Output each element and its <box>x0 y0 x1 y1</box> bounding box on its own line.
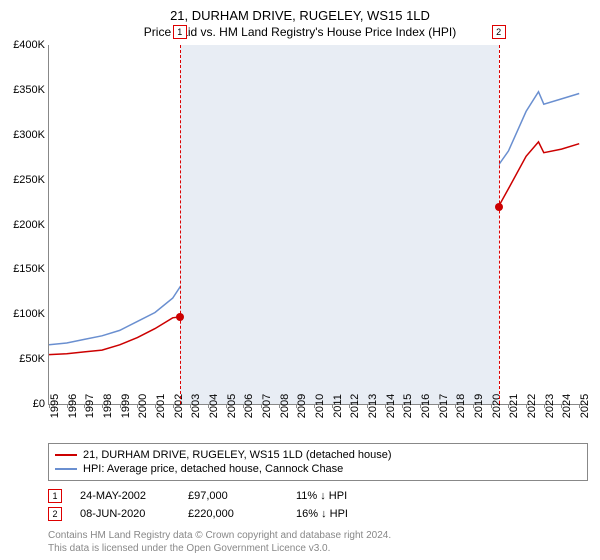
x-axis-label: 1997 <box>84 394 96 418</box>
x-axis-label: 2004 <box>208 394 220 418</box>
y-axis-label: £350K <box>13 84 45 96</box>
x-axis-label: 2022 <box>526 394 538 418</box>
x-axis-label: 2025 <box>579 394 591 418</box>
x-axis-label: 2021 <box>508 394 520 418</box>
x-axis-label: 2002 <box>173 394 185 418</box>
y-axis-label: £50K <box>19 353 45 365</box>
y-axis-label: £0 <box>33 398 45 410</box>
y-axis-label: £400K <box>13 39 45 51</box>
x-axis-label: 1998 <box>102 394 114 418</box>
x-axis-label: 2008 <box>279 394 291 418</box>
x-axis-label: 2005 <box>226 394 238 418</box>
chart-subtitle: Price paid vs. HM Land Registry's House … <box>0 23 600 45</box>
entry-row: 2 08-JUN-2020 £220,000 16% ↓ HPI <box>48 505 588 523</box>
x-axis-label: 2010 <box>314 394 326 418</box>
x-axis-label: 2014 <box>385 394 397 418</box>
x-axis-label: 1995 <box>49 394 61 418</box>
marker-point <box>176 313 184 321</box>
entry-price: £97,000 <box>188 490 278 502</box>
marker-number-box: 1 <box>173 25 187 39</box>
entry-date: 24-MAY-2002 <box>80 490 170 502</box>
x-axis-label: 2006 <box>243 394 255 418</box>
x-axis-label: 2001 <box>155 394 167 418</box>
chart-title: 21, DURHAM DRIVE, RUGELEY, WS15 1LD <box>0 0 600 23</box>
legend-swatch <box>55 468 77 470</box>
entry-price: £220,000 <box>188 508 278 520</box>
y-axis-label: £150K <box>13 263 45 275</box>
x-axis-label: 2012 <box>349 394 361 418</box>
x-axis-label: 2017 <box>438 394 450 418</box>
marker-point <box>495 203 503 211</box>
x-axis-label: 2016 <box>420 394 432 418</box>
x-axis-label: 2019 <box>473 394 485 418</box>
footer-line-1: Contains HM Land Registry data © Crown c… <box>48 529 588 542</box>
entry-row: 1 24-MAY-2002 £97,000 11% ↓ HPI <box>48 487 588 505</box>
x-axis-label: 2023 <box>544 394 556 418</box>
entry-date: 08-JUN-2020 <box>80 508 170 520</box>
marker-number-box: 2 <box>492 25 506 39</box>
footer-text: Contains HM Land Registry data © Crown c… <box>48 529 588 555</box>
entry-delta: 16% ↓ HPI <box>296 508 386 520</box>
x-axis-label: 2024 <box>561 394 573 418</box>
footer-line-2: This data is licensed under the Open Gov… <box>48 542 588 555</box>
x-axis-label: 2018 <box>455 394 467 418</box>
y-axis-label: £250K <box>13 174 45 186</box>
chart-plot-area: £0£50K£100K£150K£200K£250K£300K£350K£400… <box>48 45 588 405</box>
x-axis-label: 2015 <box>402 394 414 418</box>
legend-box: 21, DURHAM DRIVE, RUGELEY, WS15 1LD (det… <box>48 443 588 481</box>
x-axis-label: 2000 <box>137 394 149 418</box>
marker-line <box>499 45 500 404</box>
entry-number-box: 2 <box>48 507 62 521</box>
entry-number-box: 1 <box>48 489 62 503</box>
x-axis-label: 2013 <box>367 394 379 418</box>
sale-entries: 1 24-MAY-2002 £97,000 11% ↓ HPI 2 08-JUN-2020… <box>48 487 588 523</box>
legend-row: HPI: Average price, detached house, Cann… <box>55 462 581 476</box>
legend-row: 21, DURHAM DRIVE, RUGELEY, WS15 1LD (det… <box>55 448 581 462</box>
y-axis-label: £300K <box>13 129 45 141</box>
marker-line <box>180 45 181 404</box>
x-axis-label: 1996 <box>67 394 79 418</box>
legend-label: 21, DURHAM DRIVE, RUGELEY, WS15 1LD (det… <box>83 449 392 461</box>
x-axis-label: 2003 <box>190 394 202 418</box>
chart-container: { "title": "21, DURHAM DRIVE, RUGELEY, W… <box>0 0 600 560</box>
legend-swatch <box>55 454 77 456</box>
y-axis-label: £200K <box>13 219 45 231</box>
x-axis-label: 2007 <box>261 394 273 418</box>
shaded-region <box>180 45 499 404</box>
entry-delta: 11% ↓ HPI <box>296 490 386 502</box>
x-axis-label: 1999 <box>120 394 132 418</box>
x-axis-label: 2011 <box>332 394 344 418</box>
legend-label: HPI: Average price, detached house, Cann… <box>83 463 343 475</box>
x-axis-label: 2020 <box>491 394 503 418</box>
y-axis-label: £100K <box>13 308 45 320</box>
x-axis-label: 2009 <box>296 394 308 418</box>
